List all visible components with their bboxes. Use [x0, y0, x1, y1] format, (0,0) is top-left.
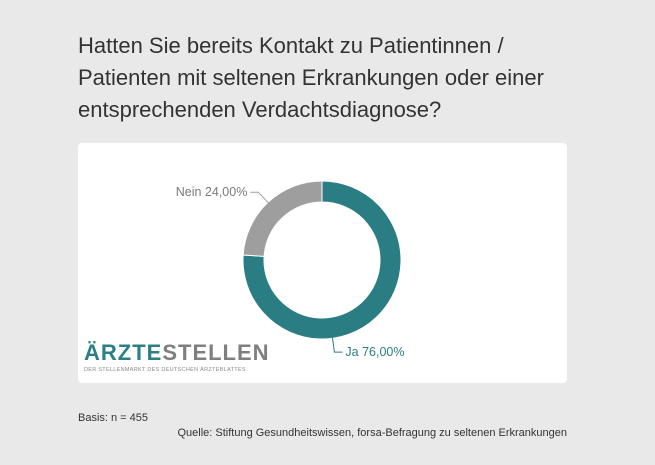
leader-line-nein	[250, 191, 272, 206]
donut-chart: Ja 76,00% Nein 24,00%	[176, 180, 405, 359]
donut-slice-nein	[242, 180, 323, 257]
source-note: Quelle: Stiftung Gesundheitswissen, fors…	[177, 427, 567, 439]
aerztestellen-logo: ÄRZTESTELLEN DER STELLENMARKT DES DEUTSC…	[84, 340, 270, 374]
chart-card: Ja 76,00% Nein 24,00% ÄRZTESTELLEN DER ST…	[78, 143, 567, 383]
donut-slice-ja	[242, 180, 402, 340]
data-label-nein: Nein 24,00%	[176, 185, 248, 199]
logo-text-aerzte: ÄRZTE	[84, 340, 163, 365]
logo-text-stellen: STELLEN	[162, 340, 270, 365]
sample-size-note: Basis: n = 455	[78, 412, 149, 424]
logo-tagline: DER STELLENMARKT DES DEUTSCHEN ÄRZTEBLAT…	[84, 367, 246, 373]
chart-title: Hatten Sie bereits Kontakt zu Patientinn…	[78, 33, 544, 122]
leader-line-ja	[331, 334, 343, 353]
data-label-ja: Ja 76,00%	[345, 345, 404, 359]
